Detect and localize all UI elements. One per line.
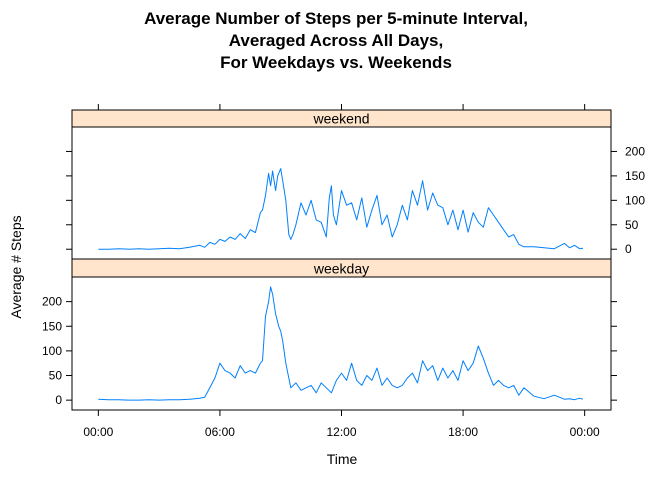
y-tick-label-weekend-0: 0 [625,242,632,256]
chart-title-line-1: Average Number of Steps per 5-minute Int… [144,9,528,28]
y-tick-label-weekend-200: 200 [625,144,645,158]
chart-title-line-2: Averaged Across All Days, [229,31,443,50]
y-tick-label-weekday-100: 100 [42,344,62,358]
y-tick-label-weekday-0: 0 [55,393,62,407]
x-tick-label-1: 06:00 [205,425,235,439]
panel-frame-weekend [71,109,612,260]
panel-frame-weekday [71,258,612,411]
x-tick-label-4: 00:00 [570,425,600,439]
strip-label-weekday: weekday [313,261,369,277]
y-tick-label-weekend-100: 100 [625,193,645,207]
x-tick-label-0: 00:00 [83,425,113,439]
chart-title-line-3: For Weekdays vs. Weekends [220,53,452,72]
x-tick-label-2: 12:00 [326,425,356,439]
y-tick-label-weekend-150: 150 [625,169,645,183]
y-axis-label: Average # Steps [8,215,24,318]
strip-label-weekend: weekend [312,111,369,127]
series-line-weekday [98,286,584,401]
chart-layer: weekend 0 50 100 150 200 weekday 0 50 100 150 200 00… [42,104,645,439]
x-axis-label: Time [327,451,358,467]
x-tick-label-3: 18:00 [448,425,478,439]
y-tick-label-weekday-150: 150 [42,319,62,333]
series-line-weekend [98,168,584,250]
y-tick-label-weekday-200: 200 [42,295,62,309]
y-tick-label-weekday-50: 50 [49,369,63,383]
y-tick-label-weekend-50: 50 [625,218,639,232]
